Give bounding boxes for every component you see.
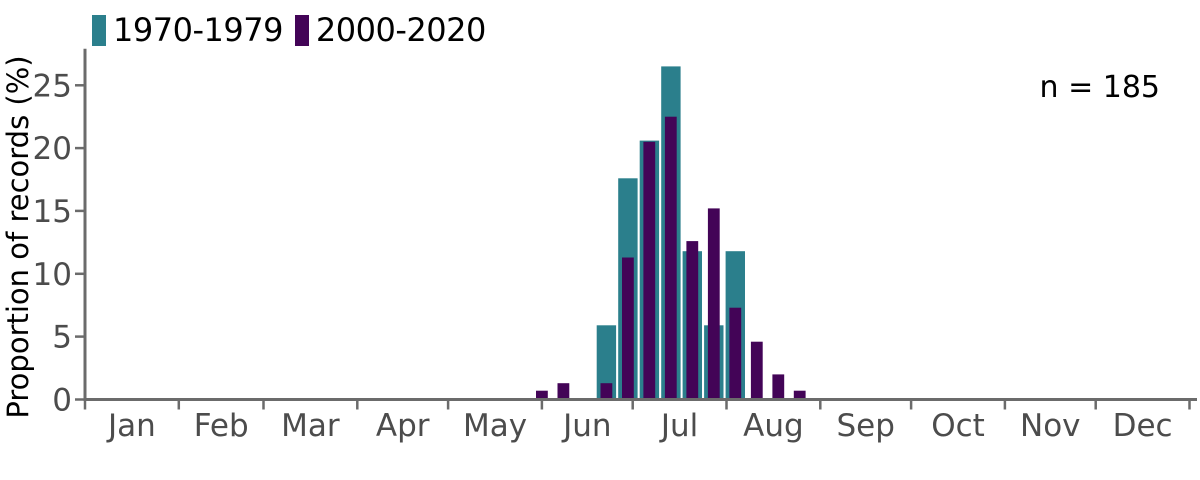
bar-2000-2020-6 bbox=[686, 241, 699, 400]
y-axis-labels: 0 5 10 15 20 25 bbox=[33, 68, 72, 418]
bar-2000-2020-0 bbox=[536, 390, 548, 400]
y-tick-label-20: 20 bbox=[33, 131, 72, 167]
x-tick-label-Jan: Jan bbox=[106, 408, 156, 444]
legend-swatch-1970-1979 bbox=[92, 14, 106, 46]
x-tick-label-Nov: Nov bbox=[1020, 408, 1081, 444]
bar-2000-2020-9 bbox=[750, 341, 763, 400]
x-tick-label-Mar: Mar bbox=[281, 408, 340, 444]
bar-2000-2020-1 bbox=[557, 383, 570, 400]
x-tick-label-Feb: Feb bbox=[194, 408, 249, 444]
x-tick-label-May: May bbox=[463, 408, 527, 444]
legend-label-1970-1979: 1970-1979 bbox=[113, 11, 283, 49]
bars-group bbox=[536, 66, 806, 400]
bar-2000-2020-2 bbox=[600, 383, 613, 400]
legend-label-2000-2020: 2000-2020 bbox=[315, 11, 486, 49]
y-tick-label-25: 25 bbox=[33, 68, 72, 104]
x-tick-label-Apr: Apr bbox=[376, 408, 430, 444]
y-tick-label-10: 10 bbox=[33, 257, 72, 293]
bar-2000-2020-7 bbox=[707, 208, 720, 400]
bar-2000-2020-3 bbox=[622, 257, 634, 400]
y-tick-label-15: 15 bbox=[33, 194, 72, 230]
legend-swatch-2000-2020 bbox=[294, 14, 309, 46]
bar-2000-2020-4 bbox=[643, 141, 656, 400]
bar-2000-2020-10 bbox=[772, 374, 785, 400]
x-tick-label-Oct: Oct bbox=[931, 408, 985, 444]
x-tick-label-Aug: Aug bbox=[743, 408, 804, 444]
axes-group bbox=[75, 48, 1197, 410]
x-axis-labels: Jan Feb Mar Apr May Jun Jul Aug Sep Oct Nov Dec bbox=[106, 408, 1173, 444]
y-tick-label-5: 5 bbox=[52, 320, 72, 356]
bar-1970-1979-0 bbox=[596, 325, 617, 400]
x-tick-label-Jun: Jun bbox=[561, 408, 611, 444]
chart-legend: 1970-1979 2000-2020 bbox=[92, 12, 498, 48]
bar-2000-2020-5 bbox=[664, 116, 677, 400]
bar-2000-2020-11 bbox=[793, 390, 806, 400]
y-axis-title: Proportion of records (%) bbox=[1, 55, 35, 418]
bar-2000-2020-8 bbox=[729, 307, 742, 400]
x-tick-label-Sep: Sep bbox=[836, 408, 894, 444]
sample-size-annotation: n = 185 bbox=[1040, 70, 1160, 105]
x-tick-label-Jul: Jul bbox=[659, 408, 698, 444]
x-tick-label-Dec: Dec bbox=[1113, 408, 1173, 444]
y-tick-label-0: 0 bbox=[52, 383, 72, 419]
